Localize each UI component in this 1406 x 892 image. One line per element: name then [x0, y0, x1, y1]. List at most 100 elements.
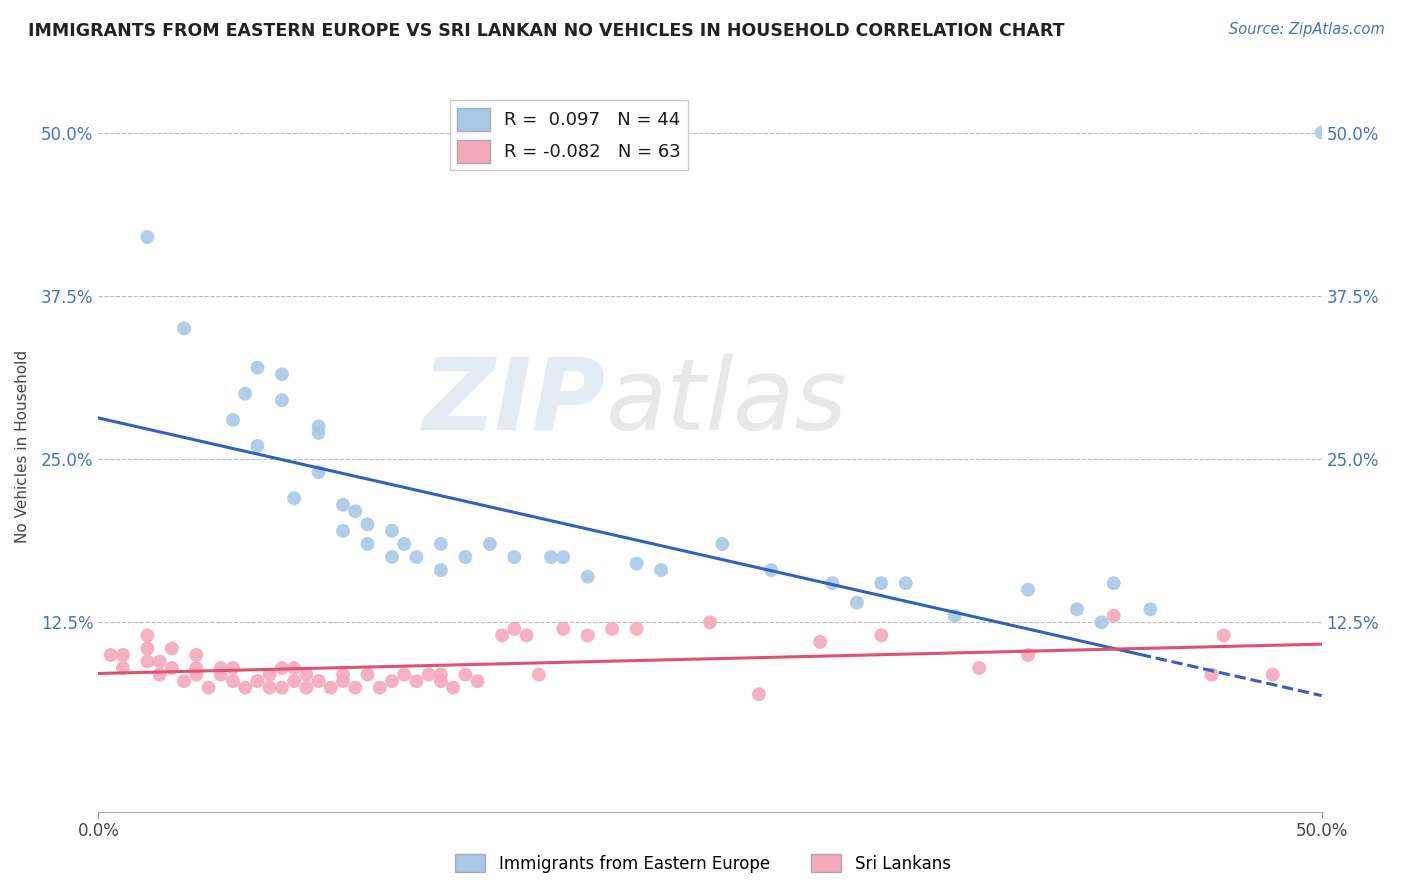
- Point: [332, 524, 354, 538]
- Point: [344, 681, 367, 695]
- Point: [808, 635, 831, 649]
- Point: [233, 386, 256, 401]
- Point: [1201, 667, 1223, 681]
- Point: [186, 667, 208, 681]
- Point: [233, 681, 256, 695]
- Point: [626, 622, 648, 636]
- Point: [136, 641, 159, 656]
- Point: [392, 537, 416, 551]
- Point: [295, 667, 318, 681]
- Point: [270, 367, 294, 381]
- Point: [111, 661, 134, 675]
- Point: [332, 667, 354, 681]
- Point: [1102, 576, 1125, 591]
- Point: [136, 655, 159, 669]
- Point: [259, 667, 281, 681]
- Point: [491, 628, 513, 642]
- Point: [1090, 615, 1112, 630]
- Point: [197, 681, 219, 695]
- Point: [173, 674, 195, 689]
- Point: [467, 674, 489, 689]
- Text: ZIP: ZIP: [423, 353, 606, 450]
- Point: [553, 549, 575, 564]
- Legend: R =  0.097   N = 44, R = -0.082   N = 63: R = 0.097 N = 44, R = -0.082 N = 63: [450, 100, 688, 170]
- Point: [626, 557, 648, 571]
- Point: [295, 681, 318, 695]
- Point: [283, 674, 305, 689]
- Point: [246, 674, 269, 689]
- Point: [454, 549, 477, 564]
- Point: [600, 622, 623, 636]
- Point: [1139, 602, 1161, 616]
- Point: [332, 498, 354, 512]
- Point: [319, 681, 342, 695]
- Point: [209, 661, 232, 675]
- Point: [405, 674, 427, 689]
- Point: [711, 537, 734, 551]
- Point: [454, 667, 477, 681]
- Point: [1310, 126, 1333, 140]
- Text: Source: ZipAtlas.com: Source: ZipAtlas.com: [1229, 22, 1385, 37]
- Point: [503, 622, 526, 636]
- Point: [100, 648, 122, 662]
- Point: [222, 413, 245, 427]
- Point: [136, 628, 159, 642]
- Point: [748, 687, 770, 701]
- Point: [845, 596, 868, 610]
- Point: [405, 549, 427, 564]
- Point: [270, 393, 294, 408]
- Point: [222, 661, 245, 675]
- Point: [173, 321, 195, 335]
- Point: [381, 674, 404, 689]
- Point: [821, 576, 844, 591]
- Point: [308, 465, 330, 479]
- Point: [441, 681, 464, 695]
- Point: [540, 549, 562, 564]
- Point: [270, 681, 294, 695]
- Point: [1261, 667, 1284, 681]
- Point: [1102, 608, 1125, 623]
- Point: [503, 549, 526, 564]
- Point: [943, 608, 966, 623]
- Point: [160, 641, 183, 656]
- Point: [356, 517, 378, 532]
- Point: [246, 360, 269, 375]
- Point: [527, 667, 550, 681]
- Point: [308, 674, 330, 689]
- Point: [308, 425, 330, 440]
- Point: [392, 667, 416, 681]
- Point: [894, 576, 917, 591]
- Point: [149, 667, 172, 681]
- Point: [1212, 628, 1234, 642]
- Point: [308, 419, 330, 434]
- Point: [283, 491, 305, 506]
- Text: IMMIGRANTS FROM EASTERN EUROPE VS SRI LANKAN NO VEHICLES IN HOUSEHOLD CORRELATIO: IMMIGRANTS FROM EASTERN EUROPE VS SRI LA…: [28, 22, 1064, 40]
- Point: [430, 667, 453, 681]
- Point: [381, 524, 404, 538]
- Point: [430, 563, 453, 577]
- Point: [270, 661, 294, 675]
- Point: [553, 622, 575, 636]
- Point: [870, 576, 893, 591]
- Point: [111, 648, 134, 662]
- Point: [332, 674, 354, 689]
- Point: [1017, 582, 1039, 597]
- Point: [650, 563, 672, 577]
- Point: [368, 681, 391, 695]
- Point: [699, 615, 721, 630]
- Point: [283, 661, 305, 675]
- Point: [576, 628, 599, 642]
- Point: [430, 674, 453, 689]
- Point: [1017, 648, 1039, 662]
- Point: [381, 549, 404, 564]
- Point: [149, 655, 172, 669]
- Point: [186, 648, 208, 662]
- Point: [430, 537, 453, 551]
- Text: atlas: atlas: [606, 353, 848, 450]
- Point: [478, 537, 501, 551]
- Point: [160, 661, 183, 675]
- Point: [259, 681, 281, 695]
- Point: [870, 628, 893, 642]
- Point: [186, 661, 208, 675]
- Point: [576, 569, 599, 583]
